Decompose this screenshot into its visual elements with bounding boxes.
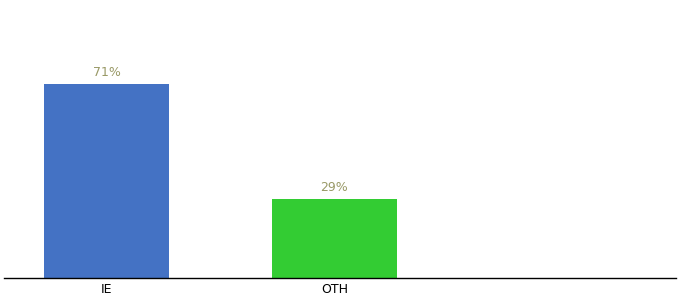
- Text: 71%: 71%: [92, 67, 120, 80]
- Text: 29%: 29%: [320, 182, 348, 194]
- Bar: [44, 84, 169, 278]
- Bar: [272, 199, 397, 278]
